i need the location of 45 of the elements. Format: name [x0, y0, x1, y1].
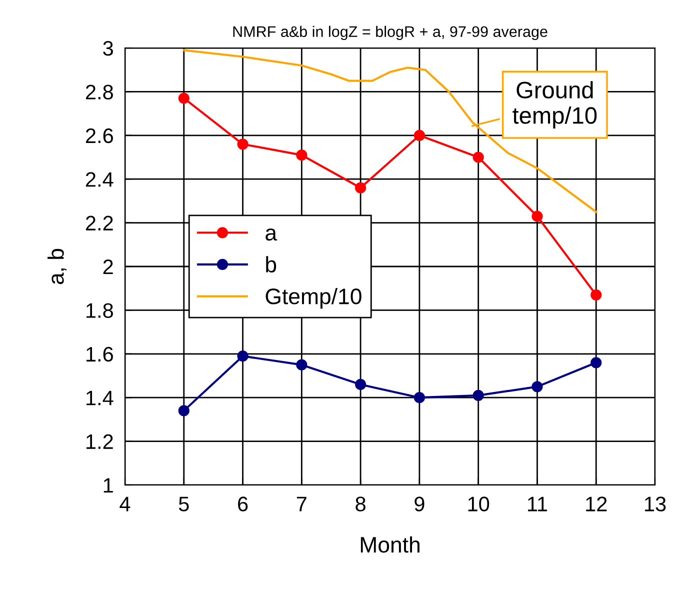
- legend-label: a: [266, 228, 278, 241]
- point: [178, 92, 190, 104]
- point: [590, 289, 602, 300]
- point: [414, 392, 425, 404]
- point: [414, 130, 425, 141]
- chart-title: NMRF a&b in logZ = blogR + a, 97-99 average: [233, 26, 548, 40]
- y-tick-label: 3: [103, 41, 113, 56]
- legend-label: Gtemp/10: [266, 288, 362, 309]
- point: [296, 150, 308, 161]
- point: [590, 357, 602, 368]
- point: [355, 378, 366, 390]
- x-axis-title: Month: [360, 536, 420, 553]
- y-tick-label: 2: [103, 260, 113, 274]
- point: [296, 359, 308, 370]
- y-tick-label: 1.4: [86, 390, 114, 406]
- point: [472, 390, 484, 401]
- x-tick-label: 4: [120, 496, 130, 512]
- x-tick-label: 11: [528, 496, 548, 512]
- point: [237, 350, 248, 362]
- x-tick-label: 5: [178, 496, 189, 512]
- point: [532, 210, 543, 222]
- point: [532, 381, 543, 392]
- point: [178, 405, 190, 416]
- y-tick-label: 2.8: [86, 84, 113, 100]
- y-tick-label: 2.6: [86, 128, 113, 144]
- x-tick-label: 12: [586, 496, 607, 512]
- x-tick-label: 6: [238, 496, 248, 512]
- y-tick-label: 1.6: [86, 346, 113, 362]
- y-axis-title: a, b: [48, 248, 66, 284]
- x-tick-label: 7: [296, 496, 306, 512]
- y-tick-label: 1.2: [86, 434, 113, 449]
- x-tick-label: 10: [468, 496, 490, 512]
- legend-label: b: [266, 256, 276, 272]
- point: [472, 152, 484, 163]
- line-series: [182, 49, 598, 213]
- y-tick-label: 1.8: [86, 303, 113, 318]
- x-tick-label: 8: [356, 496, 366, 512]
- point: [237, 138, 248, 150]
- y-tick-label: 2.4: [86, 172, 114, 187]
- annotation: Ground temp/10: [512, 81, 597, 129]
- x-tick-label: 9: [414, 496, 424, 512]
- x-tick-label: 13: [645, 496, 666, 512]
- y-tick-label: 2.2: [86, 216, 113, 230]
- y-tick-label: 1: [104, 478, 113, 493]
- point: [355, 182, 366, 194]
